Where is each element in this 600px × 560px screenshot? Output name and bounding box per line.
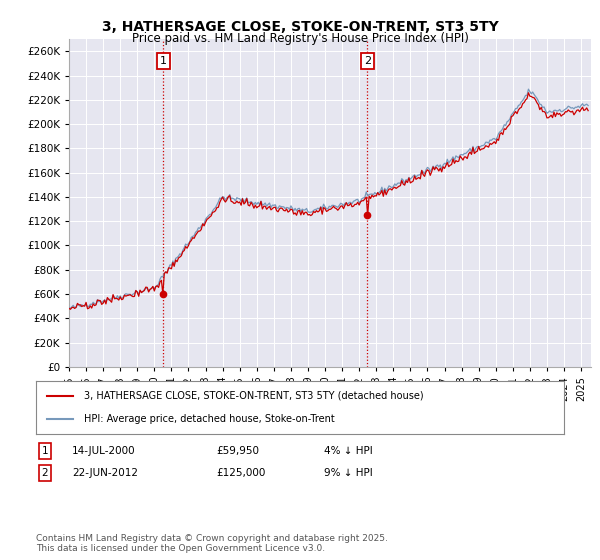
- Text: 22-JUN-2012: 22-JUN-2012: [72, 468, 138, 478]
- Text: Price paid vs. HM Land Registry's House Price Index (HPI): Price paid vs. HM Land Registry's House …: [131, 32, 469, 45]
- Text: HPI: Average price, detached house, Stoke-on-Trent: HPI: Average price, detached house, Stok…: [83, 414, 334, 424]
- Text: 9% ↓ HPI: 9% ↓ HPI: [324, 468, 373, 478]
- Text: 3, HATHERSAGE CLOSE, STOKE-ON-TRENT, ST3 5TY: 3, HATHERSAGE CLOSE, STOKE-ON-TRENT, ST3…: [101, 20, 499, 34]
- Text: £125,000: £125,000: [216, 468, 265, 478]
- Text: 4% ↓ HPI: 4% ↓ HPI: [324, 446, 373, 456]
- Text: 2: 2: [41, 468, 49, 478]
- Text: 3, HATHERSAGE CLOSE, STOKE-ON-TRENT, ST3 5TY (detached house): 3, HATHERSAGE CLOSE, STOKE-ON-TRENT, ST3…: [83, 391, 423, 401]
- Text: 1: 1: [41, 446, 49, 456]
- Text: 14-JUL-2000: 14-JUL-2000: [72, 446, 136, 456]
- Text: £59,950: £59,950: [216, 446, 259, 456]
- Text: 2: 2: [364, 56, 371, 66]
- Text: 1: 1: [160, 56, 167, 66]
- Text: Contains HM Land Registry data © Crown copyright and database right 2025.
This d: Contains HM Land Registry data © Crown c…: [36, 534, 388, 553]
